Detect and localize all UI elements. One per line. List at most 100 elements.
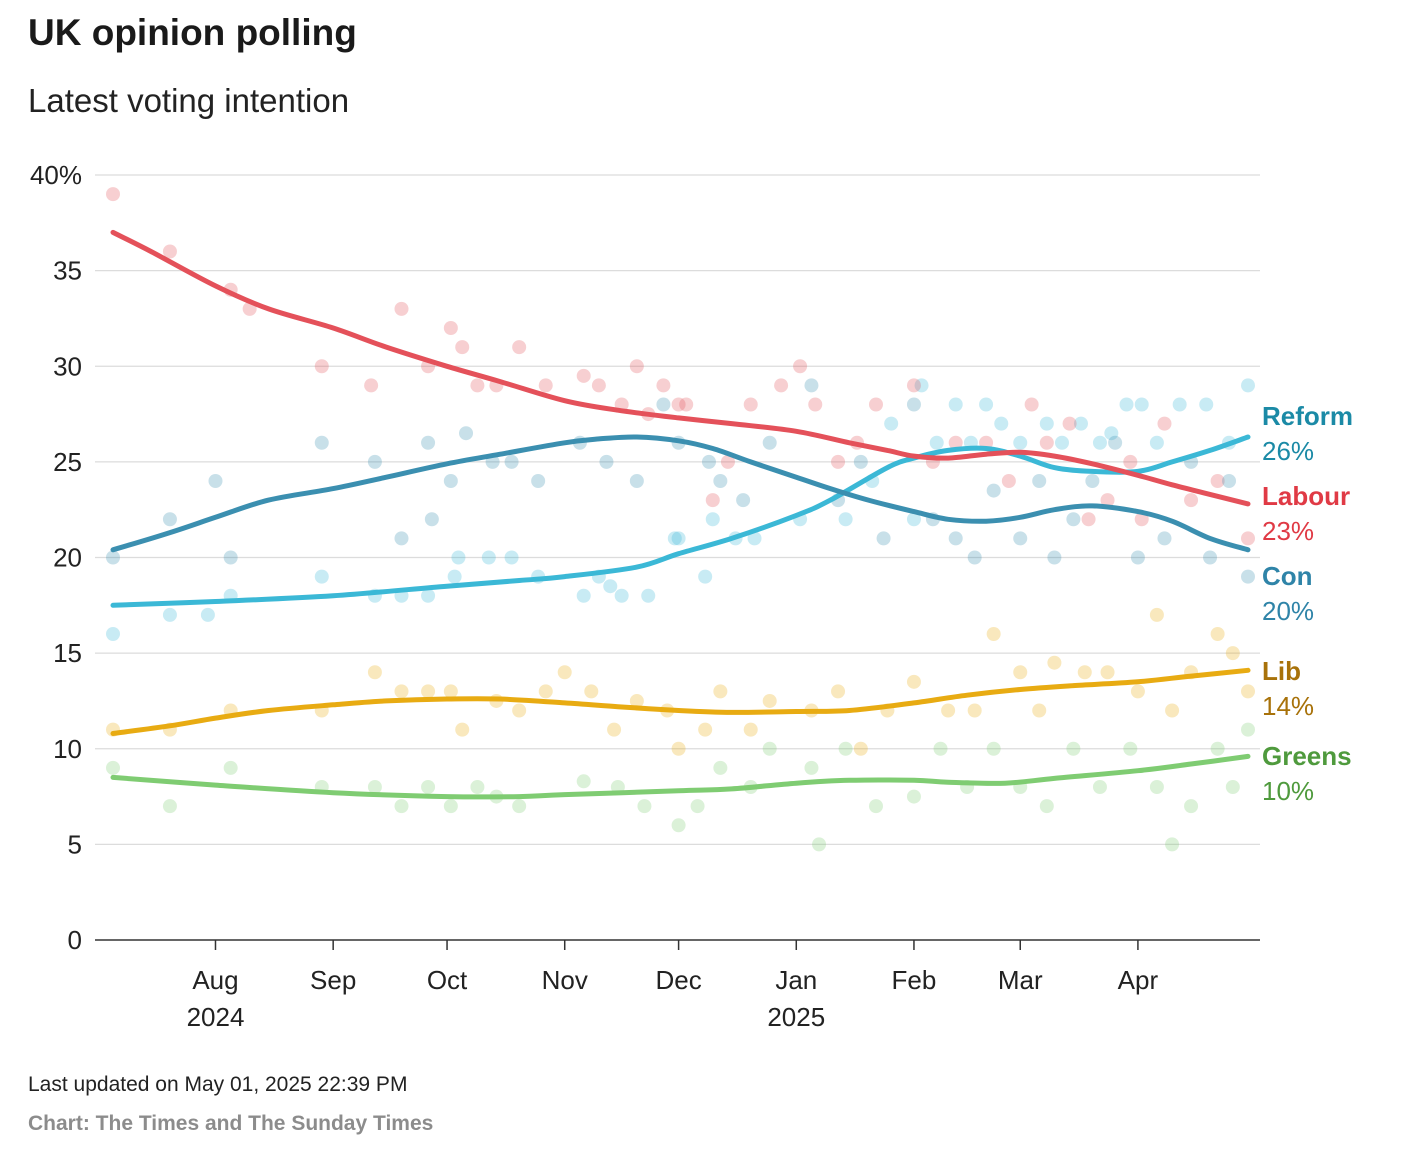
- labour-poll-point: [162, 244, 177, 259]
- y-tick-label: 40%: [30, 160, 82, 190]
- reform-poll-point: [838, 512, 853, 527]
- poll-points: [106, 187, 1255, 852]
- reform-poll-point: [451, 550, 466, 565]
- labour-poll-point: [470, 378, 485, 393]
- y-tick-label: 15: [53, 638, 82, 668]
- greens-poll-point: [1092, 780, 1107, 794]
- labour-poll-point: [743, 397, 758, 412]
- greens-poll-point: [1149, 780, 1164, 794]
- con-label: Con: [1262, 561, 1313, 591]
- lib-poll-point: [743, 722, 758, 737]
- labour-poll-point: [1001, 474, 1016, 488]
- lib-poll-point: [986, 627, 1001, 641]
- reform-poll-point: [200, 607, 215, 622]
- y-tick-label: 0: [68, 925, 82, 955]
- lib-poll-point: [853, 741, 868, 756]
- labour-poll-point: [1134, 512, 1149, 527]
- reform-poll-point: [603, 579, 618, 594]
- con-poll-point: [223, 550, 238, 565]
- con-poll-point: [208, 474, 223, 488]
- con-poll-point: [1130, 550, 1145, 565]
- labour-poll-point: [1210, 474, 1225, 488]
- x-tick-label: Mar: [998, 965, 1043, 995]
- labour-poll-point: [1081, 512, 1096, 527]
- lib-poll-point: [394, 684, 409, 699]
- labour-poll-point: [1123, 454, 1138, 469]
- con-poll-point: [424, 512, 439, 527]
- chart-title: UK opinion polling: [28, 12, 357, 53]
- lib-poll-point: [1100, 665, 1115, 680]
- labour-poll-point: [314, 359, 329, 374]
- labour-poll-point: [1241, 531, 1255, 546]
- greens-poll-point: [812, 837, 827, 852]
- greens-poll-point: [637, 799, 652, 814]
- lib-poll-point: [906, 674, 921, 689]
- lib-poll-point: [538, 684, 553, 699]
- con-poll-point: [314, 435, 329, 450]
- lib-poll-point: [584, 684, 599, 699]
- greens-poll-point: [106, 760, 120, 775]
- lib-poll-point: [1130, 684, 1145, 699]
- con-poll-point: [629, 474, 644, 488]
- con-poll-point: [948, 531, 963, 546]
- labour-poll-point: [629, 359, 644, 374]
- greens-poll-point: [671, 818, 686, 833]
- reform-poll-point: [162, 607, 177, 622]
- greens-poll-point: [762, 741, 777, 756]
- lib-poll-point: [512, 703, 527, 718]
- reform-poll-point: [481, 550, 496, 565]
- con-poll-point: [421, 435, 436, 450]
- reform-poll-point: [421, 588, 436, 603]
- greens-poll-point: [933, 741, 948, 756]
- reform-poll-point: [641, 588, 656, 603]
- con-poll-point: [162, 512, 177, 527]
- labour-poll-point: [512, 340, 527, 355]
- con-poll-point: [1047, 550, 1062, 565]
- reform-poll-point: [1119, 397, 1134, 412]
- con-trend-line: [110, 434, 1251, 553]
- reform-poll-point: [667, 531, 682, 546]
- reform-poll-point: [994, 416, 1009, 431]
- con-poll-point: [599, 454, 614, 469]
- greens-poll-point: [576, 774, 591, 789]
- lib-poll-point: [443, 684, 458, 699]
- reform-poll-point: [671, 531, 686, 546]
- lib-poll-point: [629, 693, 644, 708]
- x-tick-label: Feb: [892, 965, 937, 995]
- labour-poll-point: [808, 397, 823, 412]
- x-tick-year-label: 2025: [767, 1002, 825, 1032]
- reform-poll-point: [504, 550, 519, 565]
- x-tick-label: Apr: [1118, 965, 1159, 995]
- labour-value-label: 23%: [1262, 516, 1314, 546]
- greens-poll-point: [868, 799, 883, 814]
- greens-poll-point: [1123, 741, 1138, 756]
- chart-subtitle: Latest voting intention: [28, 82, 350, 119]
- reform-poll-point: [705, 512, 720, 527]
- labour-poll-point: [538, 378, 553, 393]
- lib-poll-point: [607, 722, 622, 737]
- labour-poll-point: [364, 378, 379, 393]
- labour-poll-point: [705, 493, 720, 508]
- reform-poll-point: [1149, 435, 1164, 450]
- greens-label: Greens: [1262, 741, 1352, 771]
- lib-poll-point: [762, 693, 777, 708]
- lib-poll-point: [1241, 684, 1255, 699]
- greens-poll-point: [906, 789, 921, 804]
- y-tick-label: 25: [53, 447, 82, 477]
- last-updated-note: Last updated on May 01, 2025 22:39 PM: [28, 1073, 408, 1096]
- reform-poll-point: [1073, 416, 1088, 431]
- lib-poll-point: [1225, 646, 1240, 661]
- greens-poll-point: [223, 760, 238, 775]
- x-tick-label: Oct: [427, 965, 468, 995]
- con-poll-point: [1241, 569, 1255, 584]
- reform-label: Reform: [1262, 401, 1353, 431]
- con-poll-point: [713, 474, 728, 488]
- reform-poll-point: [1092, 435, 1107, 450]
- greens-poll-point: [470, 780, 485, 794]
- greens-poll-point: [1066, 741, 1081, 756]
- lib-poll-point: [421, 684, 436, 699]
- greens-poll-point: [1165, 837, 1180, 852]
- labour-poll-point: [774, 378, 789, 393]
- greens-poll-point: [162, 799, 177, 814]
- x-axis: Aug 2024 Sep Oct Nov Dec Jan 2025 Feb Mar Apr: [187, 940, 1159, 1032]
